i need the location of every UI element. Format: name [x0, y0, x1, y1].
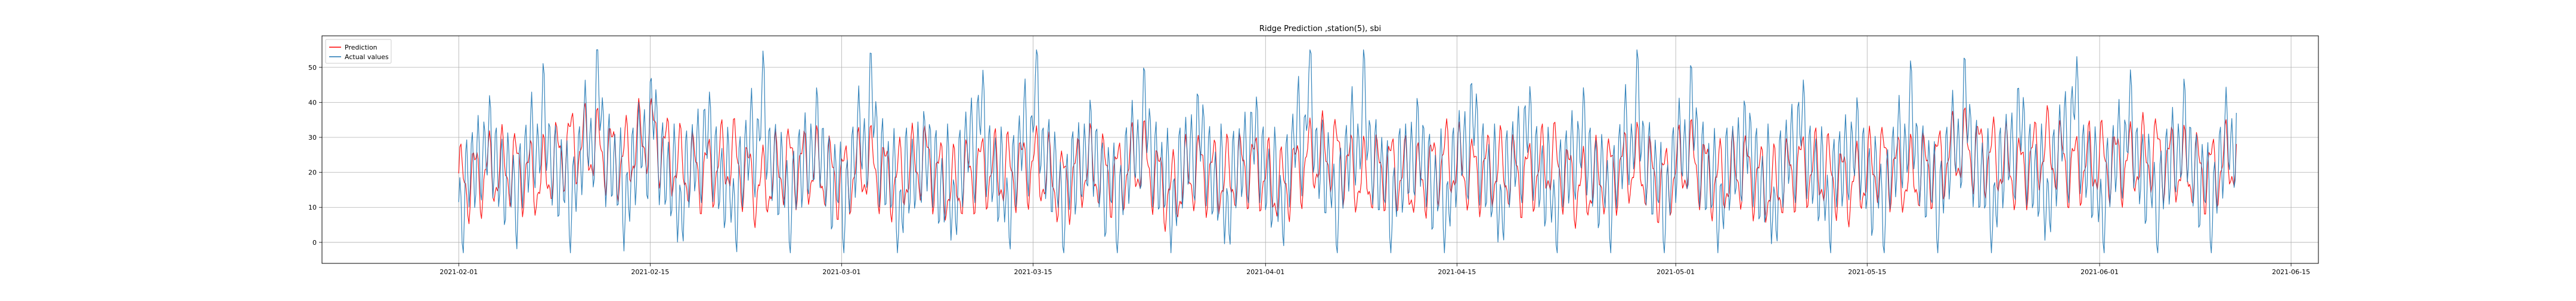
y-axis: 0 10 20 30 40 50	[308, 64, 322, 247]
legend: Prediction Actual values	[325, 39, 392, 64]
legend-box	[325, 39, 392, 64]
plot-frame	[321, 35, 2319, 264]
x-tick-label: 2021-05-01	[1657, 268, 1695, 276]
x-tick-label: 2021-02-15	[631, 268, 669, 276]
x-tick-label: 2021-06-15	[2272, 268, 2310, 276]
y-tick-label: 50	[308, 64, 317, 72]
y-tick-label: 30	[308, 134, 317, 142]
y-tick-label: 20	[308, 169, 317, 177]
chart-title: Ridge Prediction ,station(5), sbi	[1259, 24, 1381, 33]
x-tick-label: 2021-05-15	[1848, 268, 1886, 276]
y-tick-label: 0	[312, 239, 317, 247]
x-tick-label: 2021-02-01	[439, 268, 478, 276]
x-tick-label: 2021-04-15	[1438, 268, 1476, 276]
grid	[322, 36, 2318, 263]
series-layer	[458, 49, 2237, 253]
x-tick-label: 2021-06-01	[2080, 268, 2119, 276]
series-line-actual-values	[458, 49, 2237, 253]
x-axis: 2021-02-01 2021-02-15 2021-03-01 2021-03-15…	[439, 263, 2310, 276]
x-tick-label: 2021-04-01	[1246, 268, 1284, 276]
y-tick-label: 10	[308, 204, 317, 211]
x-tick-label: 2021-03-01	[822, 268, 860, 276]
y-tick-label: 40	[308, 99, 317, 106]
legend-label: Actual values	[345, 53, 389, 61]
x-tick-label: 2021-03-15	[1014, 268, 1052, 276]
legend-label: Prediction	[345, 44, 377, 51]
